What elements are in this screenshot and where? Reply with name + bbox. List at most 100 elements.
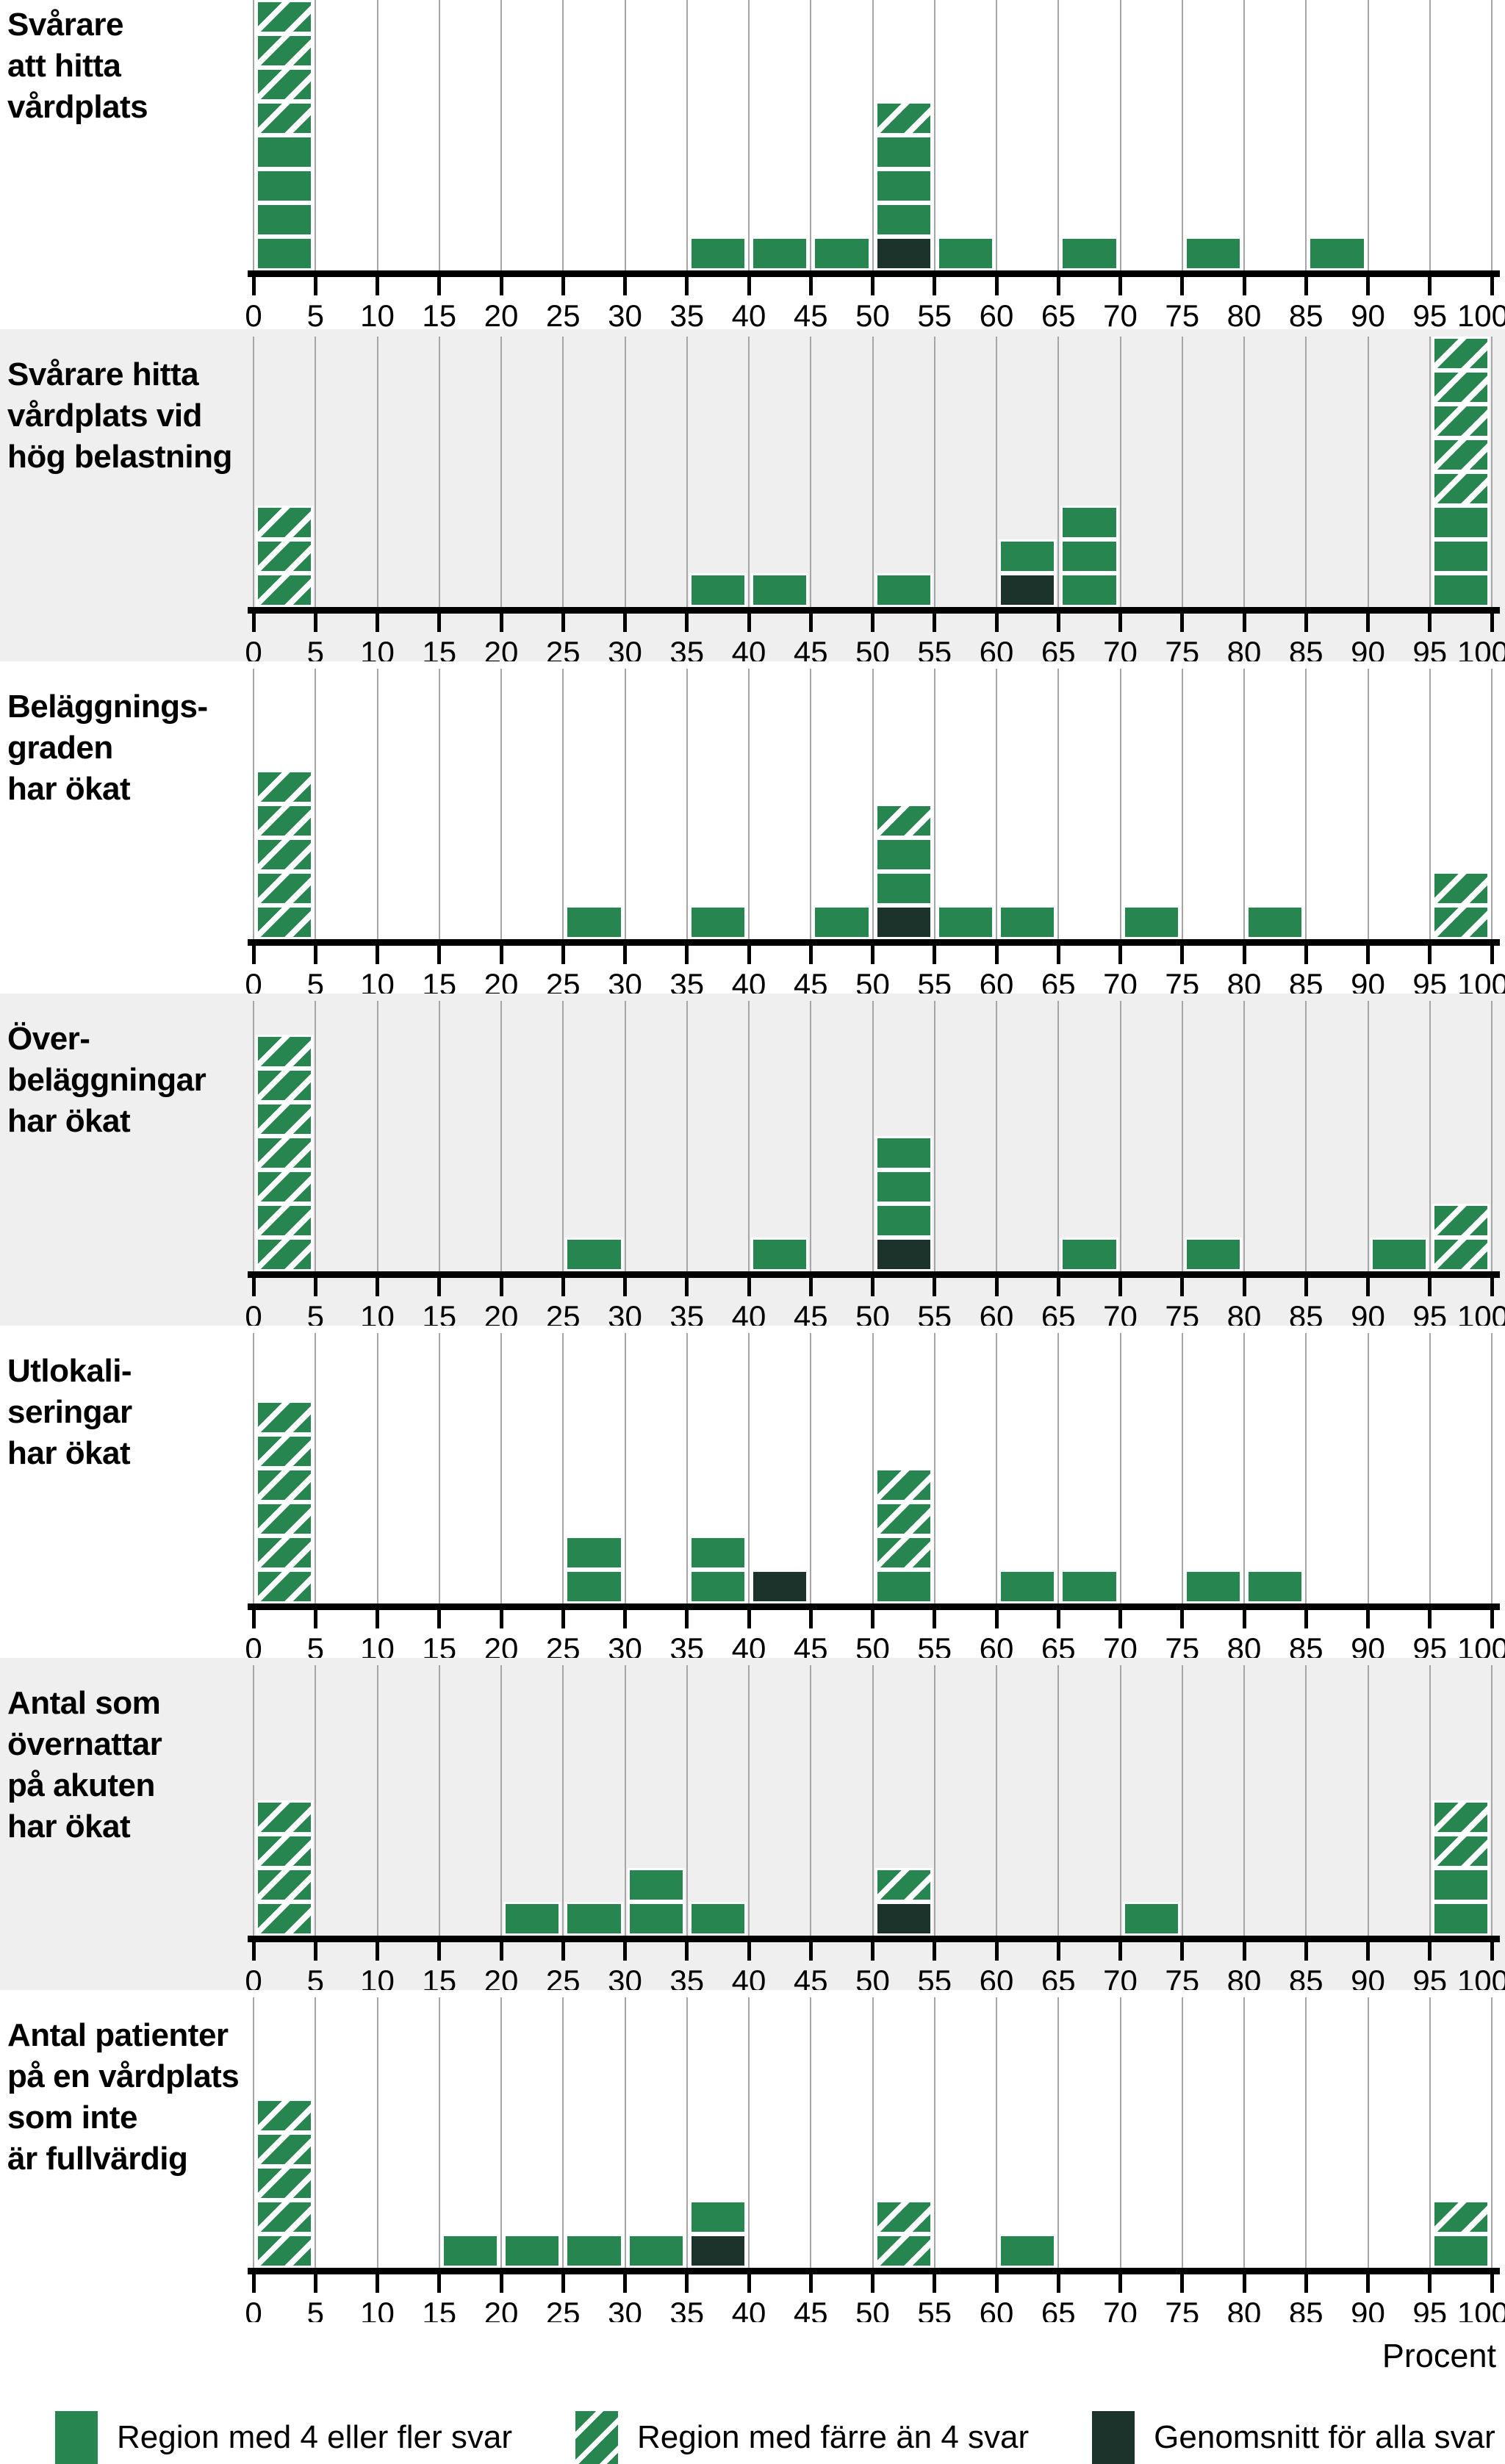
bar-block-hatched xyxy=(874,804,933,838)
axis-tick xyxy=(623,1942,627,1961)
gridline xyxy=(500,1333,502,1603)
x-axis: 0 5 10 15 20 25 30 35 40 45 50 55 60 65 70 75 80 85 90 95 10… xyxy=(245,1936,1505,1998)
panel-3: Beläggnings-graden har ökat 0 5 10 15 20 25 30 35… xyxy=(0,661,1505,1002)
axis-tick xyxy=(1366,1278,1370,1296)
axis-tick xyxy=(1304,1942,1308,1961)
bar-block-hatched xyxy=(256,1204,314,1238)
bar-block-hatched xyxy=(256,872,314,905)
category-label-line: att hitta xyxy=(7,48,121,84)
gridline xyxy=(376,1997,378,2268)
bar-column-65 xyxy=(1060,237,1118,270)
axis-tick-label: 0 xyxy=(245,1299,262,1334)
gridline xyxy=(1119,669,1121,939)
category-label-line: seringar xyxy=(7,1394,132,1430)
bar-column-65 xyxy=(1060,506,1118,607)
axis-tick xyxy=(251,2274,256,2293)
gridline xyxy=(996,337,997,607)
bar-column-50 xyxy=(874,804,933,939)
bar-column-50 xyxy=(874,1468,933,1603)
axis-tick xyxy=(747,277,751,295)
bar-block-solid xyxy=(751,1238,809,1271)
bar-block-solid xyxy=(627,1868,685,1902)
bar-block-hatched xyxy=(256,1800,314,1834)
bar-block-hatched xyxy=(256,838,314,872)
x-axis-line xyxy=(248,270,1500,277)
axis-tick xyxy=(1490,1278,1494,1296)
axis-tick xyxy=(1490,2274,1494,2293)
axis-tick xyxy=(1304,277,1308,295)
x-axis-line xyxy=(248,2268,1500,2274)
axis-tick xyxy=(747,946,751,964)
bar-block-hatched xyxy=(256,1170,314,1204)
axis-tick xyxy=(251,1942,256,1961)
gridline xyxy=(1429,337,1431,607)
axis-tick xyxy=(1118,1942,1122,1961)
axis-tick xyxy=(1242,1610,1246,1628)
gridline xyxy=(1119,337,1121,607)
panel-6: Antal som övernattar på akuten har ökat 0 5 10… xyxy=(0,1658,1505,1998)
bar-block-solid xyxy=(1184,1238,1242,1271)
axis-tick xyxy=(376,277,379,295)
bar-block-dark xyxy=(689,2234,747,2268)
axis-tick-label: 0 xyxy=(245,635,262,669)
gridline xyxy=(1305,669,1307,939)
bar-block-solid xyxy=(1432,573,1490,607)
axis-tick xyxy=(437,946,442,964)
bar-column-25 xyxy=(565,1902,623,1936)
category-label: Svårare att hitta vårdplats xyxy=(7,4,148,128)
bar-block-hatched xyxy=(256,2099,314,2133)
axis-tick xyxy=(376,1278,379,1296)
axis-tick xyxy=(1366,1610,1370,1628)
axis-tick xyxy=(313,277,317,295)
axis-tick xyxy=(933,277,937,295)
axis-tick xyxy=(994,1278,999,1296)
plot-area xyxy=(253,0,1493,270)
gridline xyxy=(748,1333,750,1603)
x-axis: 0 5 10 15 20 25 30 35 40 45 50 55 60 65 70 75 80 85 90 95 10… xyxy=(245,1603,1505,1666)
axis-tick xyxy=(1428,2274,1432,2293)
bar-block-hatched xyxy=(256,1536,314,1570)
bar-column-80 xyxy=(1246,905,1304,939)
axis-tick xyxy=(1366,614,1370,632)
panel-2: Svårare hitta vårdplats vid hög belastning… xyxy=(0,329,1505,669)
bar-block-hatched xyxy=(256,1238,314,1271)
bar-block-hatched xyxy=(1432,1238,1490,1271)
bar-column-0 xyxy=(256,770,314,939)
bar-column-85 xyxy=(1308,237,1366,270)
category-label-line: Över- xyxy=(7,1021,90,1057)
bar-block-hatched xyxy=(256,2133,314,2166)
gridline xyxy=(1367,1001,1369,1271)
gridline xyxy=(1491,669,1493,939)
gridline xyxy=(1367,1665,1369,1936)
axis-tick xyxy=(1056,1942,1060,1961)
gridline xyxy=(748,1001,750,1271)
axis-tick xyxy=(1242,277,1246,295)
gridline xyxy=(1181,669,1183,939)
bar-block-hatched xyxy=(256,34,314,68)
bar-block-solid xyxy=(874,203,933,237)
axis-tick xyxy=(499,946,503,964)
bar-block-solid xyxy=(565,1902,623,1936)
category-label-line: Beläggnings- xyxy=(7,689,208,725)
bar-column-0 xyxy=(256,1035,314,1271)
x-axis: 0 5 10 15 20 25 30 35 40 45 50 55 60 65 70 75 80 85 90 95 10… xyxy=(245,939,1505,1002)
category-label-line: har ökat xyxy=(7,1435,131,1471)
category-label-line: som inte xyxy=(7,2100,137,2136)
bar-column-25 xyxy=(565,2234,623,2268)
category-label-line: graden xyxy=(7,730,113,766)
gridline xyxy=(253,1665,254,1936)
axis-tick xyxy=(1056,2274,1060,2293)
gridline xyxy=(315,1333,317,1603)
bar-column-60 xyxy=(999,539,1057,607)
gridline xyxy=(872,1333,874,1603)
axis-tick xyxy=(251,277,256,295)
axis-tick xyxy=(437,277,442,295)
bar-column-30 xyxy=(627,2234,685,2268)
axis-tick xyxy=(1118,1610,1122,1628)
bar-block-hatched xyxy=(256,506,314,539)
bar-column-45 xyxy=(813,237,871,270)
gridline xyxy=(1429,1333,1431,1603)
bar-block-hatched xyxy=(874,2234,933,2268)
axis-tick-label: 40 xyxy=(731,298,766,333)
gridline xyxy=(1057,0,1060,270)
